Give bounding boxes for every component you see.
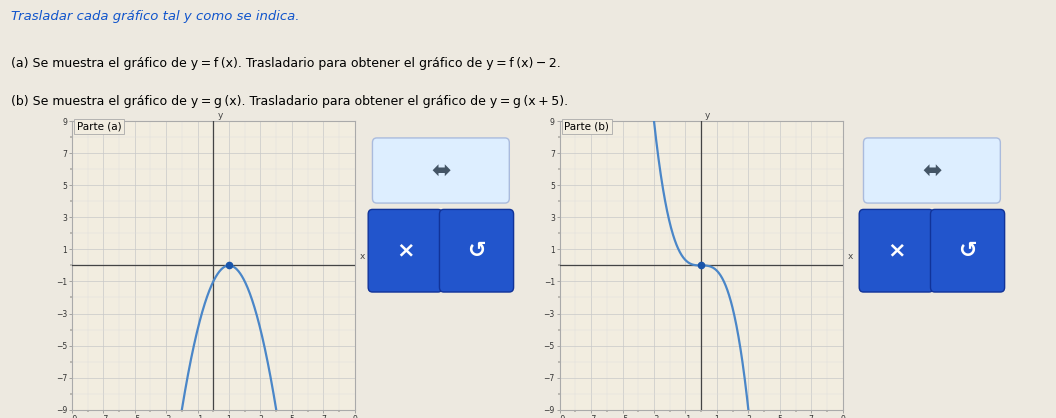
Text: ⬌: ⬌: [922, 158, 942, 183]
Text: x: x: [847, 252, 853, 261]
Text: ↺: ↺: [958, 241, 977, 261]
Text: ⬌: ⬌: [431, 158, 451, 183]
FancyBboxPatch shape: [439, 209, 513, 292]
Text: (a) Se muestra el gráfico de y = f (x). Trasladario para obtener el gráfico de y: (a) Se muestra el gráfico de y = f (x). …: [11, 56, 561, 69]
Text: x: x: [359, 252, 365, 261]
Text: (b) Se muestra el gráfico de y = g (x). Trasladario para obtener el gráfico de y: (b) Se muestra el gráfico de y = g (x). …: [11, 94, 568, 108]
Text: Trasladar cada gráfico tal y como se indica.: Trasladar cada gráfico tal y como se ind…: [11, 10, 299, 23]
Text: ×: ×: [887, 241, 906, 261]
Text: Parte (b): Parte (b): [564, 121, 609, 131]
Text: y: y: [705, 111, 711, 120]
Text: y: y: [218, 111, 223, 120]
FancyBboxPatch shape: [373, 138, 509, 203]
Text: Parte (a): Parte (a): [76, 121, 121, 131]
FancyBboxPatch shape: [860, 209, 934, 292]
FancyBboxPatch shape: [864, 138, 1000, 203]
FancyBboxPatch shape: [369, 209, 442, 292]
FancyBboxPatch shape: [930, 209, 1004, 292]
Text: ×: ×: [396, 241, 415, 261]
Text: ↺: ↺: [467, 241, 486, 261]
